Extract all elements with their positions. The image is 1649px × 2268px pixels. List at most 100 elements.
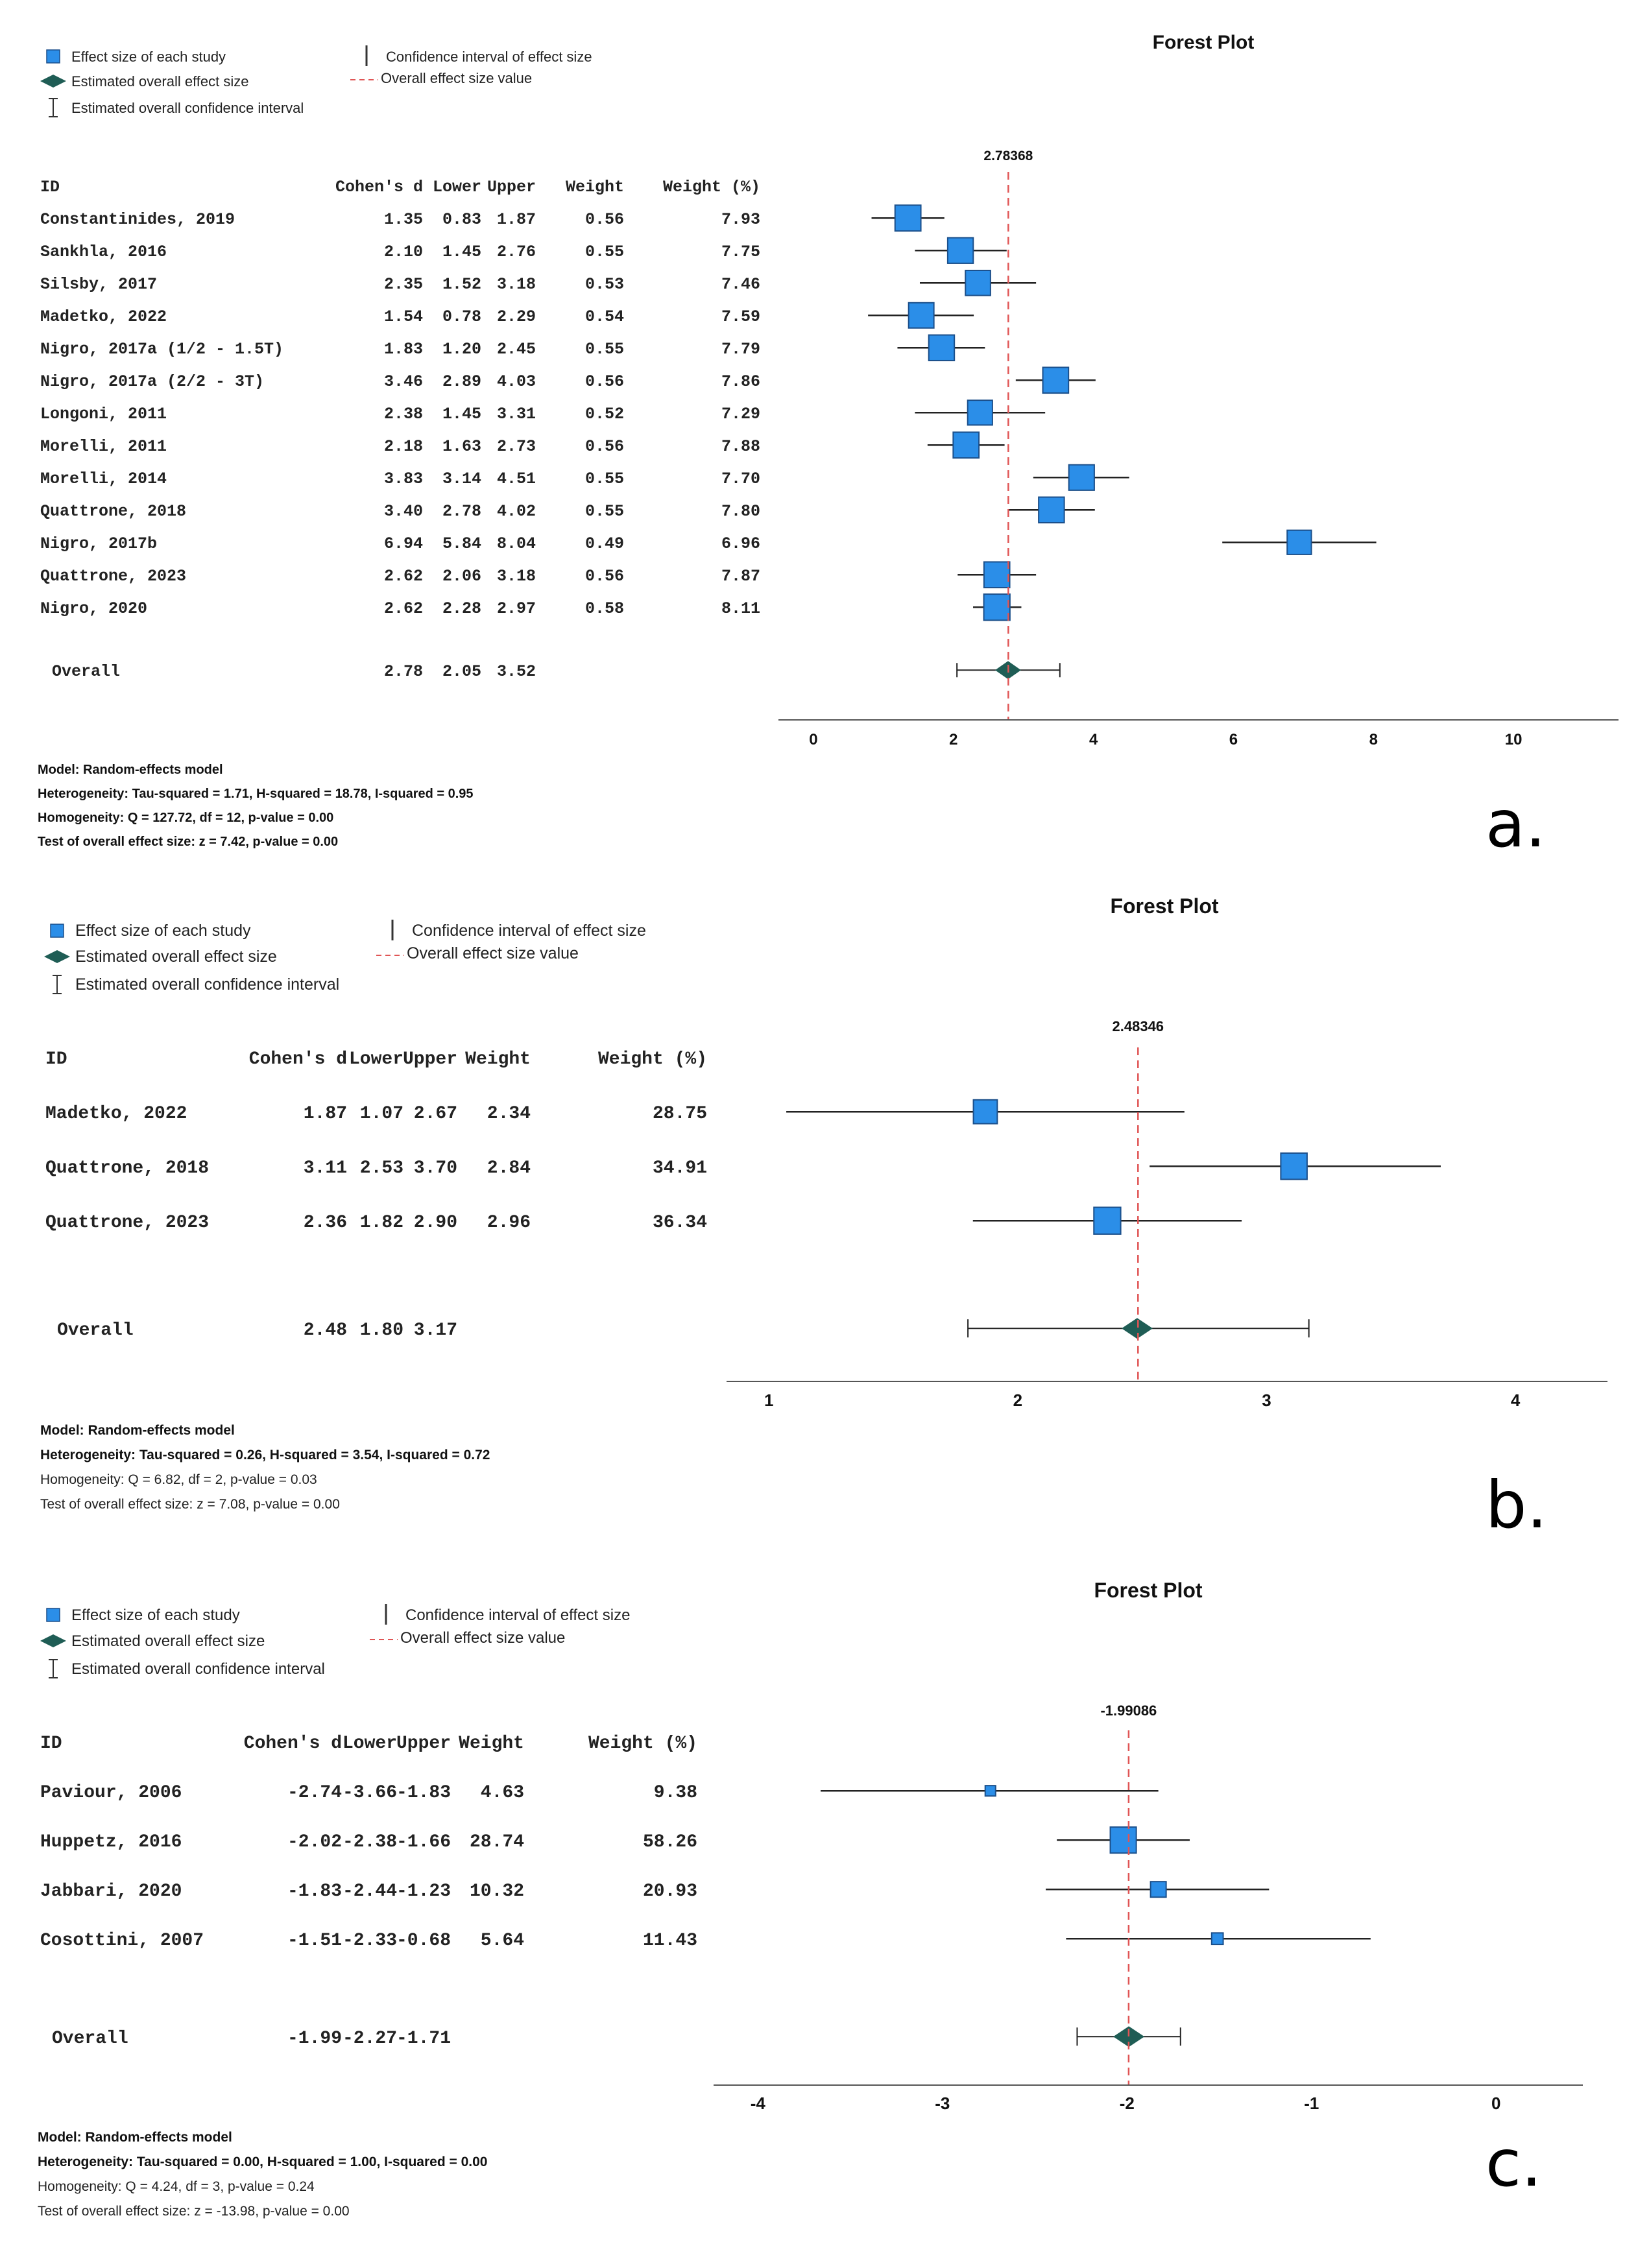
cohens-d: 1.35 xyxy=(384,210,423,229)
model-note-1: Model: Random-effects model xyxy=(40,1423,235,1438)
legend: Effect size of each study Estimated overa… xyxy=(44,920,646,994)
column-header-5: Weight (%) xyxy=(663,178,760,197)
overall-lower: -2.27 xyxy=(343,2029,397,2049)
legend-study-icon xyxy=(46,49,60,64)
weight: 2.96 xyxy=(487,1213,531,1233)
legend: Effect size of each study Estimated overa… xyxy=(40,45,592,117)
ci-upper: 2.76 xyxy=(497,243,536,261)
study-effect-box xyxy=(965,269,991,296)
legend-overall-ci-label: Estimated overall confidence interval xyxy=(71,100,304,116)
model-note-3: Homogeneity: Q = 127.72, df = 12, p-valu… xyxy=(38,811,333,825)
study-effect-box xyxy=(984,1785,996,1797)
overall-row: Overall 2.48 1.80 3.17 xyxy=(57,1320,457,1341)
ci-upper: 3.18 xyxy=(497,567,536,586)
study-id: Quattrone, 2023 xyxy=(45,1213,209,1233)
weight: 0.56 xyxy=(585,210,624,229)
study-effect-box xyxy=(908,302,935,329)
x-tick-label: 4 xyxy=(1089,731,1098,748)
table-row: Quattrone, 2023 2.62 2.06 3.18 0.56 7.87 xyxy=(40,567,760,586)
ci-upper: 2.90 xyxy=(414,1213,457,1233)
column-header-5: Weight (%) xyxy=(588,1734,697,1754)
overall-diamond xyxy=(1121,1318,1153,1339)
ci-lower: 2.53 xyxy=(360,1158,403,1178)
table-row: Nigro, 2017a (2/2 - 3T) 3.46 2.89 4.03 0.56 7… xyxy=(40,372,760,391)
table-row: Nigro, 2017b 6.94 5.84 8.04 0.49 6.96 xyxy=(40,534,760,553)
cohens-d: 6.94 xyxy=(384,534,423,553)
study-id: Huppetz, 2016 xyxy=(40,1832,182,1852)
study-id: Constantinides, 2019 xyxy=(40,210,235,229)
cohens-d: -1.51 xyxy=(287,1931,342,1951)
weight-pct: 7.46 xyxy=(721,275,760,294)
study-effect-box xyxy=(946,237,974,264)
column-header-4: Weight xyxy=(459,1734,524,1754)
weight-pct: 6.96 xyxy=(721,534,760,553)
ci-lower: -2.44 xyxy=(343,1881,397,1902)
column-header-1: Cohen's d xyxy=(335,178,423,197)
ci-upper: 3.70 xyxy=(414,1158,457,1178)
cohens-d: 2.35 xyxy=(384,275,423,294)
study-effect-box xyxy=(983,561,1011,589)
cohens-d: -1.83 xyxy=(287,1881,342,1902)
column-header-3: Upper xyxy=(487,178,536,197)
legend-ref-line-label: Overall effect size value xyxy=(381,70,532,86)
table-row: Nigro, 2020 2.62 2.28 2.97 0.58 8.11 xyxy=(40,599,760,618)
weight-pct: 28.75 xyxy=(653,1104,707,1124)
ci-lower: 5.84 xyxy=(442,534,481,553)
ci-lower: 1.52 xyxy=(442,275,481,294)
study-id: Cosottini, 2007 xyxy=(40,1931,204,1951)
model-note-2: Heterogeneity: Tau-squared = 0.00, H-squ… xyxy=(38,2155,487,2169)
study-effect-box xyxy=(1210,1932,1224,1946)
overall-d: 2.48 xyxy=(304,1320,347,1341)
cohens-d: -2.02 xyxy=(287,1832,342,1852)
model-note-1: Model: Random-effects model xyxy=(38,763,223,777)
table-row: Silsby, 2017 2.35 1.52 3.18 0.53 7.46 xyxy=(40,275,760,294)
table-row: Nigro, 2017a (1/2 - 1.5T) 1.83 1.20 2.45 0.5… xyxy=(40,340,760,359)
cohens-d: 1.83 xyxy=(384,340,423,359)
column-header-3: Upper xyxy=(396,1734,451,1754)
weight: 0.58 xyxy=(585,599,624,618)
model-note-3: Homogeneity: Q = 4.24, df = 3, p-value =… xyxy=(38,2179,315,2194)
ci-upper: -1.83 xyxy=(396,1783,451,1803)
study-id: Morelli, 2011 xyxy=(40,437,167,456)
overall-lower: 2.05 xyxy=(442,662,481,681)
column-header-1: Cohen's d xyxy=(249,1049,347,1069)
legend-study-label: Effect size of each study xyxy=(71,49,226,65)
cohens-d: 2.18 xyxy=(384,437,423,456)
study-effect-box xyxy=(1093,1206,1122,1235)
study-id: Quattrone, 2018 xyxy=(45,1158,209,1178)
cohens-d: 2.62 xyxy=(384,599,423,618)
column-header-0: ID xyxy=(40,178,60,197)
study-id: Sankhla, 2016 xyxy=(40,243,167,261)
x-tick-label: 1 xyxy=(764,1391,773,1410)
forest-panel-2: Effect size of each study Estimated overa… xyxy=(40,894,1607,1543)
column-header-2: Lower xyxy=(343,1734,397,1754)
weight-pct: 7.86 xyxy=(721,372,760,391)
x-tick-label: 8 xyxy=(1369,731,1378,748)
overall-upper: 3.17 xyxy=(414,1320,457,1341)
ci-upper: 2.45 xyxy=(497,340,536,359)
weight: 0.55 xyxy=(585,340,624,359)
weight: 2.34 xyxy=(487,1104,531,1124)
legend-overall-ci-label: Estimated overall confidence interval xyxy=(71,1660,325,1678)
panel-label: c. xyxy=(1486,2125,1542,2201)
overall-label: Overall xyxy=(52,662,120,681)
weight: 0.55 xyxy=(585,243,624,261)
column-header-3: Upper xyxy=(403,1049,457,1069)
weight: 0.55 xyxy=(585,502,624,521)
legend-overall-icon xyxy=(44,950,70,963)
table-row: Constantinides, 2019 1.35 0.83 1.87 0.56 7.93 xyxy=(40,210,760,229)
study-id: Nigro, 2017a (2/2 - 3T) xyxy=(40,372,264,391)
ci-upper: 2.29 xyxy=(497,307,536,326)
model-note-2: Heterogeneity: Tau-squared = 0.26, H-squ… xyxy=(40,1448,490,1462)
ci-lower: 3.14 xyxy=(442,470,481,488)
weight: 0.52 xyxy=(585,405,624,424)
chart-title: Forest Plot xyxy=(1094,1579,1202,1602)
study-effect-box xyxy=(967,400,993,426)
weight: 0.49 xyxy=(585,534,624,553)
ci-lower: 1.63 xyxy=(442,437,481,456)
study-id: Longoni, 2011 xyxy=(40,405,167,424)
weight-pct: 7.87 xyxy=(721,567,760,586)
model-note-4: Test of overall effect size: z = -13.98,… xyxy=(38,2204,350,2219)
ci-lower: 1.82 xyxy=(360,1213,403,1233)
